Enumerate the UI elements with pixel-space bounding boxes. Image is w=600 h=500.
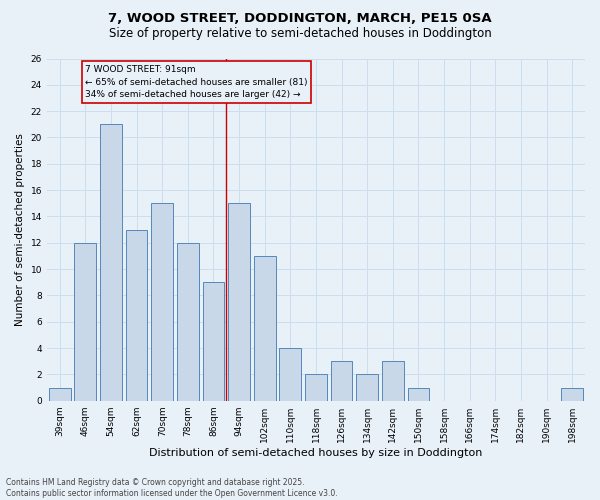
Bar [382, 361, 404, 401]
Bar [126, 230, 148, 400]
Bar [254, 256, 275, 400]
Bar [305, 374, 327, 400]
Bar [177, 243, 199, 400]
Text: 7, WOOD STREET, DODDINGTON, MARCH, PE15 0SA: 7, WOOD STREET, DODDINGTON, MARCH, PE15 … [108, 12, 492, 26]
Text: 7 WOOD STREET: 91sqm
← 65% of semi-detached houses are smaller (81)
34% of semi-: 7 WOOD STREET: 91sqm ← 65% of semi-detac… [85, 65, 308, 99]
Bar [203, 282, 224, 401]
Bar [100, 124, 122, 400]
Text: Contains HM Land Registry data © Crown copyright and database right 2025.
Contai: Contains HM Land Registry data © Crown c… [6, 478, 338, 498]
Bar [74, 243, 96, 400]
Bar [151, 204, 173, 400]
Text: Size of property relative to semi-detached houses in Doddington: Size of property relative to semi-detach… [109, 28, 491, 40]
Bar [280, 348, 301, 401]
Bar [49, 388, 71, 400]
Bar [561, 388, 583, 400]
Bar [356, 374, 378, 400]
Y-axis label: Number of semi-detached properties: Number of semi-detached properties [15, 133, 25, 326]
Bar [331, 361, 352, 401]
Bar [228, 204, 250, 400]
Bar [407, 388, 430, 400]
X-axis label: Distribution of semi-detached houses by size in Doddington: Distribution of semi-detached houses by … [149, 448, 482, 458]
